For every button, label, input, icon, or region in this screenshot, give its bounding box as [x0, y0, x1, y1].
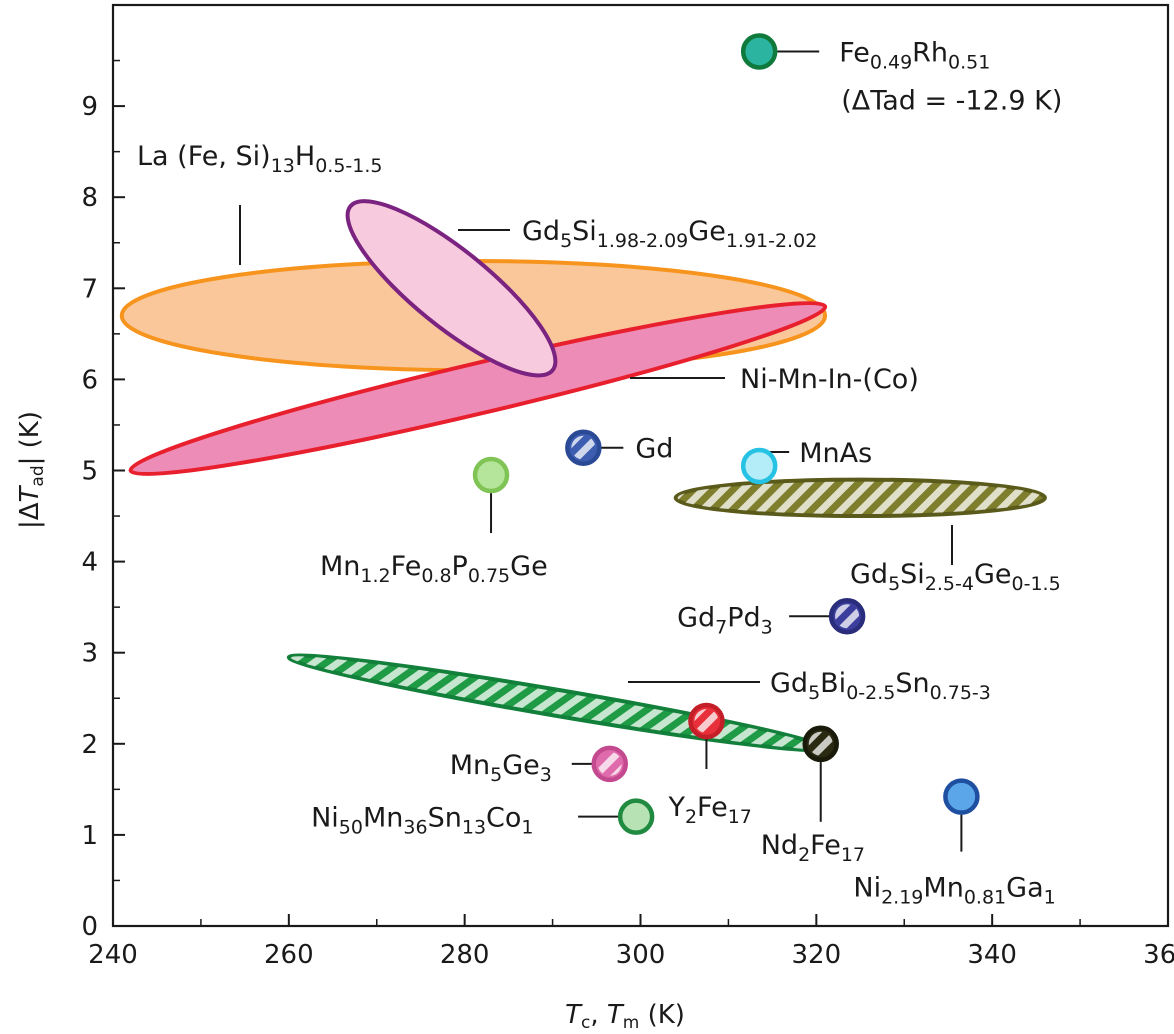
point-gd7pd3: [828, 598, 866, 635]
label-nimnin: Ni-Mn-In-(Co): [740, 364, 919, 395]
label-gd7pd3: Gd7Pd3: [677, 602, 773, 638]
point-ferh: [740, 33, 778, 70]
y-axis-title: |ΔTad| (K): [15, 411, 48, 529]
y-tick-label: 1: [81, 821, 98, 851]
point-nd2fe17: [802, 725, 839, 763]
region-hatch: [677, 481, 1043, 515]
labels-layer: Fe0.49Rh0.51 (ΔTad = -12.9 K) Gd MnAs Mn1.2F…: [137, 37, 1062, 908]
label-gd5bisn: Gd5Bi0-2.5Sn0.75-3: [770, 668, 991, 704]
point-nimnga: [943, 778, 980, 815]
axis-ticks: 240 260 280 300 320 340 360 0 1 2 3 4 5 6 7 8 9: [81, 59, 1174, 970]
x-tick-label: 240: [88, 940, 138, 970]
label-nd2fe17: Nd2Fe17: [761, 830, 865, 866]
point-marker: [740, 447, 778, 485]
label-y2fe17: Y2Fe17: [667, 792, 751, 828]
plot-frame: [111, 3, 1170, 928]
label-gd5sige_lo: Gd5Si2.5-4Ge0-1.5: [850, 559, 1061, 595]
label-ferh: Fe0.49Rh0.51: [839, 37, 990, 73]
region-gd5sige_hi: [345, 199, 558, 378]
label-mnfepge: Mn1.2Fe0.8P0.75Ge: [320, 551, 548, 587]
y-tick-label: 2: [81, 730, 98, 760]
point-hatch: [835, 604, 860, 629]
leader-lines: [239, 50, 963, 852]
y-tick-label: 6: [81, 365, 98, 395]
region-gd5sige_lo: [673, 477, 1047, 519]
region-hatch: [290, 656, 824, 750]
label-nimnsnco: Ni50Mn36Sn13Co1: [311, 803, 533, 839]
point-mnas: [740, 447, 778, 485]
point-marker: [472, 456, 510, 494]
x-tick-label: 260: [264, 940, 314, 970]
label-gd: Gd: [635, 434, 673, 465]
x-tick-label: 340: [967, 940, 1017, 970]
point-hatch: [808, 731, 833, 756]
x-tick-label: 280: [440, 940, 490, 970]
points-layer: [472, 33, 980, 835]
label-lafesi: La (Fe, Si)13H0.5-1.5: [137, 141, 383, 177]
y-tick-label: 5: [81, 457, 98, 487]
label-gd5sige_hi: Gd5Si1.98-2.09Ge1.91-2.02: [522, 216, 817, 252]
point-marker: [943, 778, 980, 815]
label-mnas: MnAs: [799, 438, 872, 469]
y-tick-label: 9: [81, 92, 98, 122]
point-y2fe17: [688, 702, 725, 740]
x-tick-label: 320: [792, 940, 842, 970]
point-gd: [565, 429, 602, 466]
point-hatch: [694, 709, 719, 734]
x-axis-title: Tc, Tm (K): [565, 1000, 685, 1033]
y-tick-label: 3: [81, 639, 98, 669]
y-tick-label: 7: [81, 274, 98, 304]
point-marker: [740, 33, 778, 70]
point-hatch: [571, 435, 596, 460]
label-nimnga: Ni2.19Mn0.81Ga1: [853, 873, 1055, 909]
region-nimnin: [128, 300, 828, 477]
y-tick-label: 4: [81, 548, 98, 578]
label-ferh-note: (ΔTad = -12.9 K): [841, 85, 1062, 116]
region-ellipse: [345, 199, 558, 378]
y-tick-label: 0: [81, 912, 98, 942]
region-gd5bisn: [286, 653, 828, 753]
regions-layer: [119, 199, 1047, 753]
x-tick-label: 360: [1143, 940, 1174, 970]
region-ellipse: [128, 300, 828, 477]
label-mn5ge3: Mn5Ge3: [450, 750, 552, 786]
point-hatch: [597, 751, 622, 776]
y-tick-label: 8: [81, 183, 98, 213]
x-tick-label: 300: [616, 940, 666, 970]
point-nimnsnco: [617, 798, 655, 835]
point-marker: [617, 798, 655, 835]
point-mnfepge: [472, 456, 510, 494]
point-mn5ge3: [591, 745, 628, 783]
